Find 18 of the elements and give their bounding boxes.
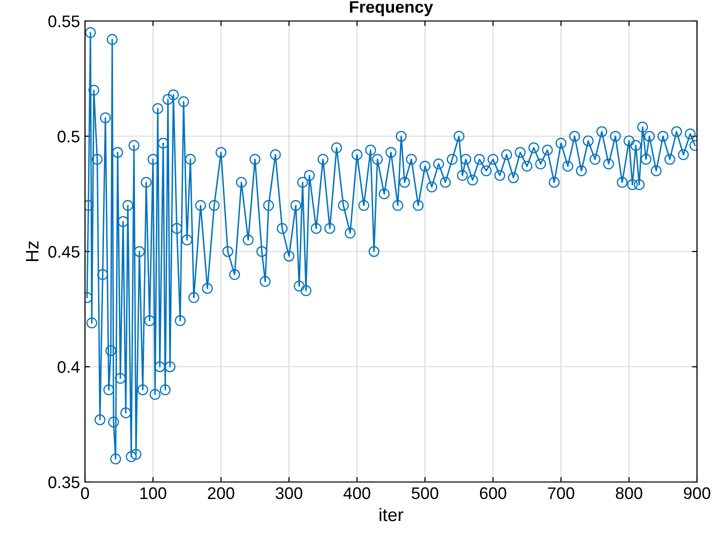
y-tick-label: 0.4 xyxy=(58,361,80,373)
y-tick-label: 0.35 xyxy=(48,476,80,488)
x-tick-label: 600 xyxy=(480,487,506,500)
chart-title: Frequency xyxy=(350,1,434,16)
x-tick-label: 0 xyxy=(81,487,89,500)
y-tick-label: 0.5 xyxy=(58,130,80,142)
y-tick-label: 0.45 xyxy=(48,246,80,258)
x-tick-label: 400 xyxy=(343,487,370,500)
x-tick-label: 100 xyxy=(140,487,166,500)
x-tick-label: 700 xyxy=(548,487,574,500)
x-tick-label: 800 xyxy=(616,487,642,500)
y-tick-label: 0.55 xyxy=(48,15,80,28)
x-tick-label: 500 xyxy=(412,487,438,500)
x-tick-label: 300 xyxy=(276,487,302,500)
y-axis-title: Hz xyxy=(26,241,38,262)
x-tick-label: 900 xyxy=(684,487,710,500)
x-tick-label: 200 xyxy=(208,487,234,500)
x-axis-title: iter xyxy=(380,508,404,522)
